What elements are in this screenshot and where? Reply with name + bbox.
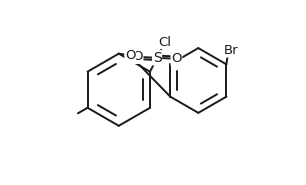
- Text: O: O: [171, 52, 182, 65]
- Text: O: O: [132, 50, 143, 63]
- Text: Cl: Cl: [158, 36, 171, 49]
- Text: Br: Br: [224, 44, 238, 57]
- Text: O: O: [125, 49, 136, 62]
- Text: S: S: [153, 51, 162, 65]
